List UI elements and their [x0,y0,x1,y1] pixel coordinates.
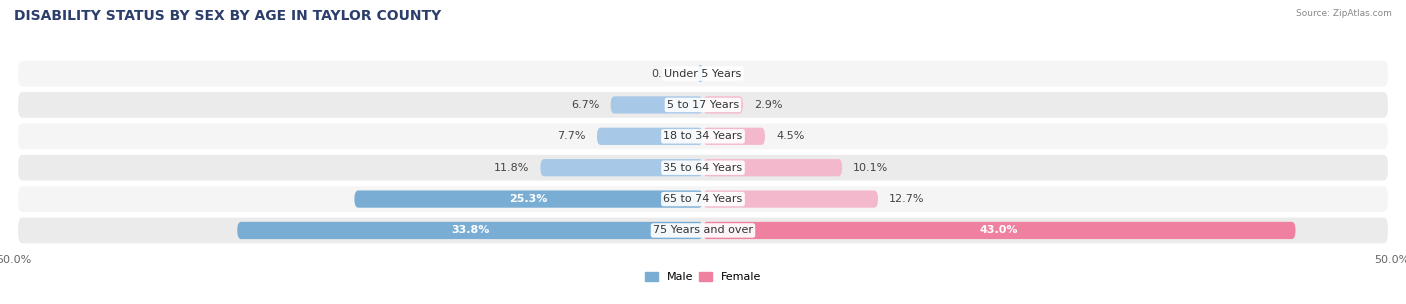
Text: 18 to 34 Years: 18 to 34 Years [664,131,742,141]
Text: 0.0%: 0.0% [714,68,742,78]
FancyBboxPatch shape [354,190,703,208]
Text: 35 to 64 Years: 35 to 64 Years [664,163,742,173]
FancyBboxPatch shape [703,190,877,208]
FancyBboxPatch shape [703,96,742,114]
Text: 0.37%: 0.37% [651,68,688,78]
Text: Under 5 Years: Under 5 Years [665,68,741,78]
Legend: Male, Female: Male, Female [640,267,766,287]
Text: 33.8%: 33.8% [451,226,489,236]
FancyBboxPatch shape [18,186,1388,212]
Text: 7.7%: 7.7% [557,131,586,141]
Text: 11.8%: 11.8% [494,163,530,173]
Text: 65 to 74 Years: 65 to 74 Years [664,194,742,204]
FancyBboxPatch shape [18,155,1388,181]
Text: DISABILITY STATUS BY SEX BY AGE IN TAYLOR COUNTY: DISABILITY STATUS BY SEX BY AGE IN TAYLO… [14,9,441,23]
FancyBboxPatch shape [18,218,1388,243]
FancyBboxPatch shape [610,96,703,114]
Text: 25.3%: 25.3% [509,194,548,204]
Text: 10.1%: 10.1% [853,163,889,173]
Text: 43.0%: 43.0% [980,226,1018,236]
Text: 12.7%: 12.7% [889,194,925,204]
FancyBboxPatch shape [18,123,1388,149]
Text: 5 to 17 Years: 5 to 17 Years [666,100,740,110]
Text: 6.7%: 6.7% [571,100,599,110]
FancyBboxPatch shape [540,159,703,176]
Text: 4.5%: 4.5% [776,131,804,141]
Text: 2.9%: 2.9% [754,100,783,110]
FancyBboxPatch shape [703,128,765,145]
FancyBboxPatch shape [703,159,842,176]
FancyBboxPatch shape [703,222,1295,239]
Text: Source: ZipAtlas.com: Source: ZipAtlas.com [1296,9,1392,18]
FancyBboxPatch shape [18,61,1388,86]
FancyBboxPatch shape [18,92,1388,118]
FancyBboxPatch shape [598,128,703,145]
FancyBboxPatch shape [238,222,703,239]
FancyBboxPatch shape [697,65,703,82]
Text: 75 Years and over: 75 Years and over [652,226,754,236]
